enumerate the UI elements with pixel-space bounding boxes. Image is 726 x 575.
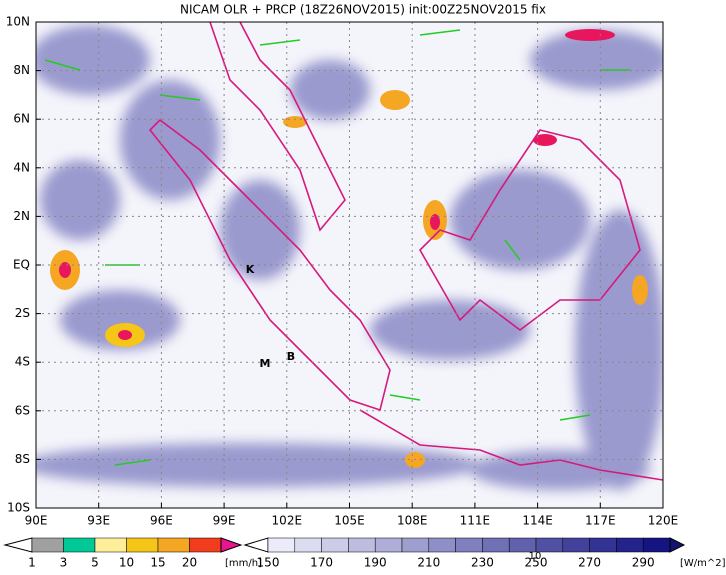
colorbar-label: 250 — [525, 556, 548, 570]
longitude-label: 99E — [213, 514, 236, 528]
colorbar-end — [3, 537, 33, 553]
colorbar-segment — [31, 537, 64, 553]
colorbar-label: 230 — [471, 556, 494, 570]
longitude-label: 108E — [397, 514, 428, 528]
colorbar-label: 270 — [578, 556, 601, 570]
latitude-label: 2S — [15, 306, 30, 320]
map-area — [36, 22, 663, 508]
colorbar-segment — [348, 537, 376, 553]
colorbar-segment — [157, 537, 190, 553]
colorbar-label: 170 — [310, 556, 333, 570]
latitude-label: EQ — [13, 258, 30, 272]
colorbar-segment — [267, 537, 296, 553]
longitude-label: 93E — [87, 514, 110, 528]
longitude-label: 114E — [522, 514, 553, 528]
colorbar-segment — [562, 537, 590, 553]
colorbar-segment — [535, 537, 564, 553]
colorbar-segment — [616, 537, 644, 553]
wind-vectors — [44, 29, 630, 466]
coastlines — [148, 22, 663, 481]
latitude-label: 6S — [15, 403, 30, 417]
colorbar-segment — [401, 537, 430, 553]
colorbar-segment — [455, 537, 483, 553]
latitude-label: 8N — [13, 63, 30, 77]
colorbar-segment — [94, 537, 127, 553]
longitude-label: 102E — [272, 514, 303, 528]
colorbar-segment — [642, 537, 671, 553]
colorbar-label: 15 — [150, 556, 165, 570]
latitude-label: 8S — [15, 452, 30, 466]
colorbar-segment — [189, 537, 222, 553]
longitude-label: 105E — [334, 514, 365, 528]
colorbar-label: 20 — [182, 556, 197, 570]
colorbar-segment — [321, 537, 349, 553]
colorbar-end — [669, 537, 686, 553]
colorbar-label: 290 — [632, 556, 655, 570]
colorbar-segment — [508, 537, 537, 553]
precip-cells — [50, 29, 648, 468]
colorbar-unit: [mm/h] — [225, 558, 262, 569]
location-marker: B — [287, 350, 295, 363]
colorbar-segment — [482, 537, 510, 553]
colorbar-label: 10 — [119, 556, 134, 570]
colorbar-segment — [294, 537, 322, 553]
colorbar-end — [220, 537, 243, 553]
longitude-label: 111E — [460, 514, 491, 528]
olr-clouds — [36, 25, 663, 490]
colorbar-label: 190 — [364, 556, 387, 570]
colorbar-label: 5 — [91, 556, 99, 570]
latitude-label: 4S — [15, 355, 30, 369]
title: NICAM OLR + PRCP (18Z26NOV2015) init:00Z… — [180, 3, 546, 17]
latitude-label: 6N — [13, 112, 30, 126]
latitude-label: 10S — [7, 501, 30, 515]
longitude-label: 117E — [585, 514, 616, 528]
location-marker: K — [246, 263, 255, 276]
colorbar-end — [243, 537, 269, 553]
latitude-label: 2N — [13, 209, 30, 223]
colorbar-segment — [126, 537, 159, 553]
longitude-label: 120E — [648, 514, 679, 528]
colorbar-segment — [589, 537, 617, 553]
colorbar-label: 210 — [417, 556, 440, 570]
longitude-label: 90E — [25, 514, 48, 528]
colorbar-label: 1 — [28, 556, 36, 570]
vector-reference-label: 10 — [529, 551, 542, 562]
colorbar-segment — [428, 537, 456, 553]
latitude-label: 10N — [6, 15, 30, 29]
colorbar-label: 3 — [60, 556, 68, 570]
location-marker: M — [260, 357, 271, 370]
colorbar-segment — [374, 537, 403, 553]
colorbar-unit: [W/m^2] — [680, 558, 726, 569]
longitude-label: 96E — [150, 514, 173, 528]
latitude-label: 4N — [13, 160, 30, 174]
grid-lines — [36, 22, 663, 508]
colorbar-segment — [63, 537, 96, 553]
colorbar-label: 150 — [257, 556, 280, 570]
